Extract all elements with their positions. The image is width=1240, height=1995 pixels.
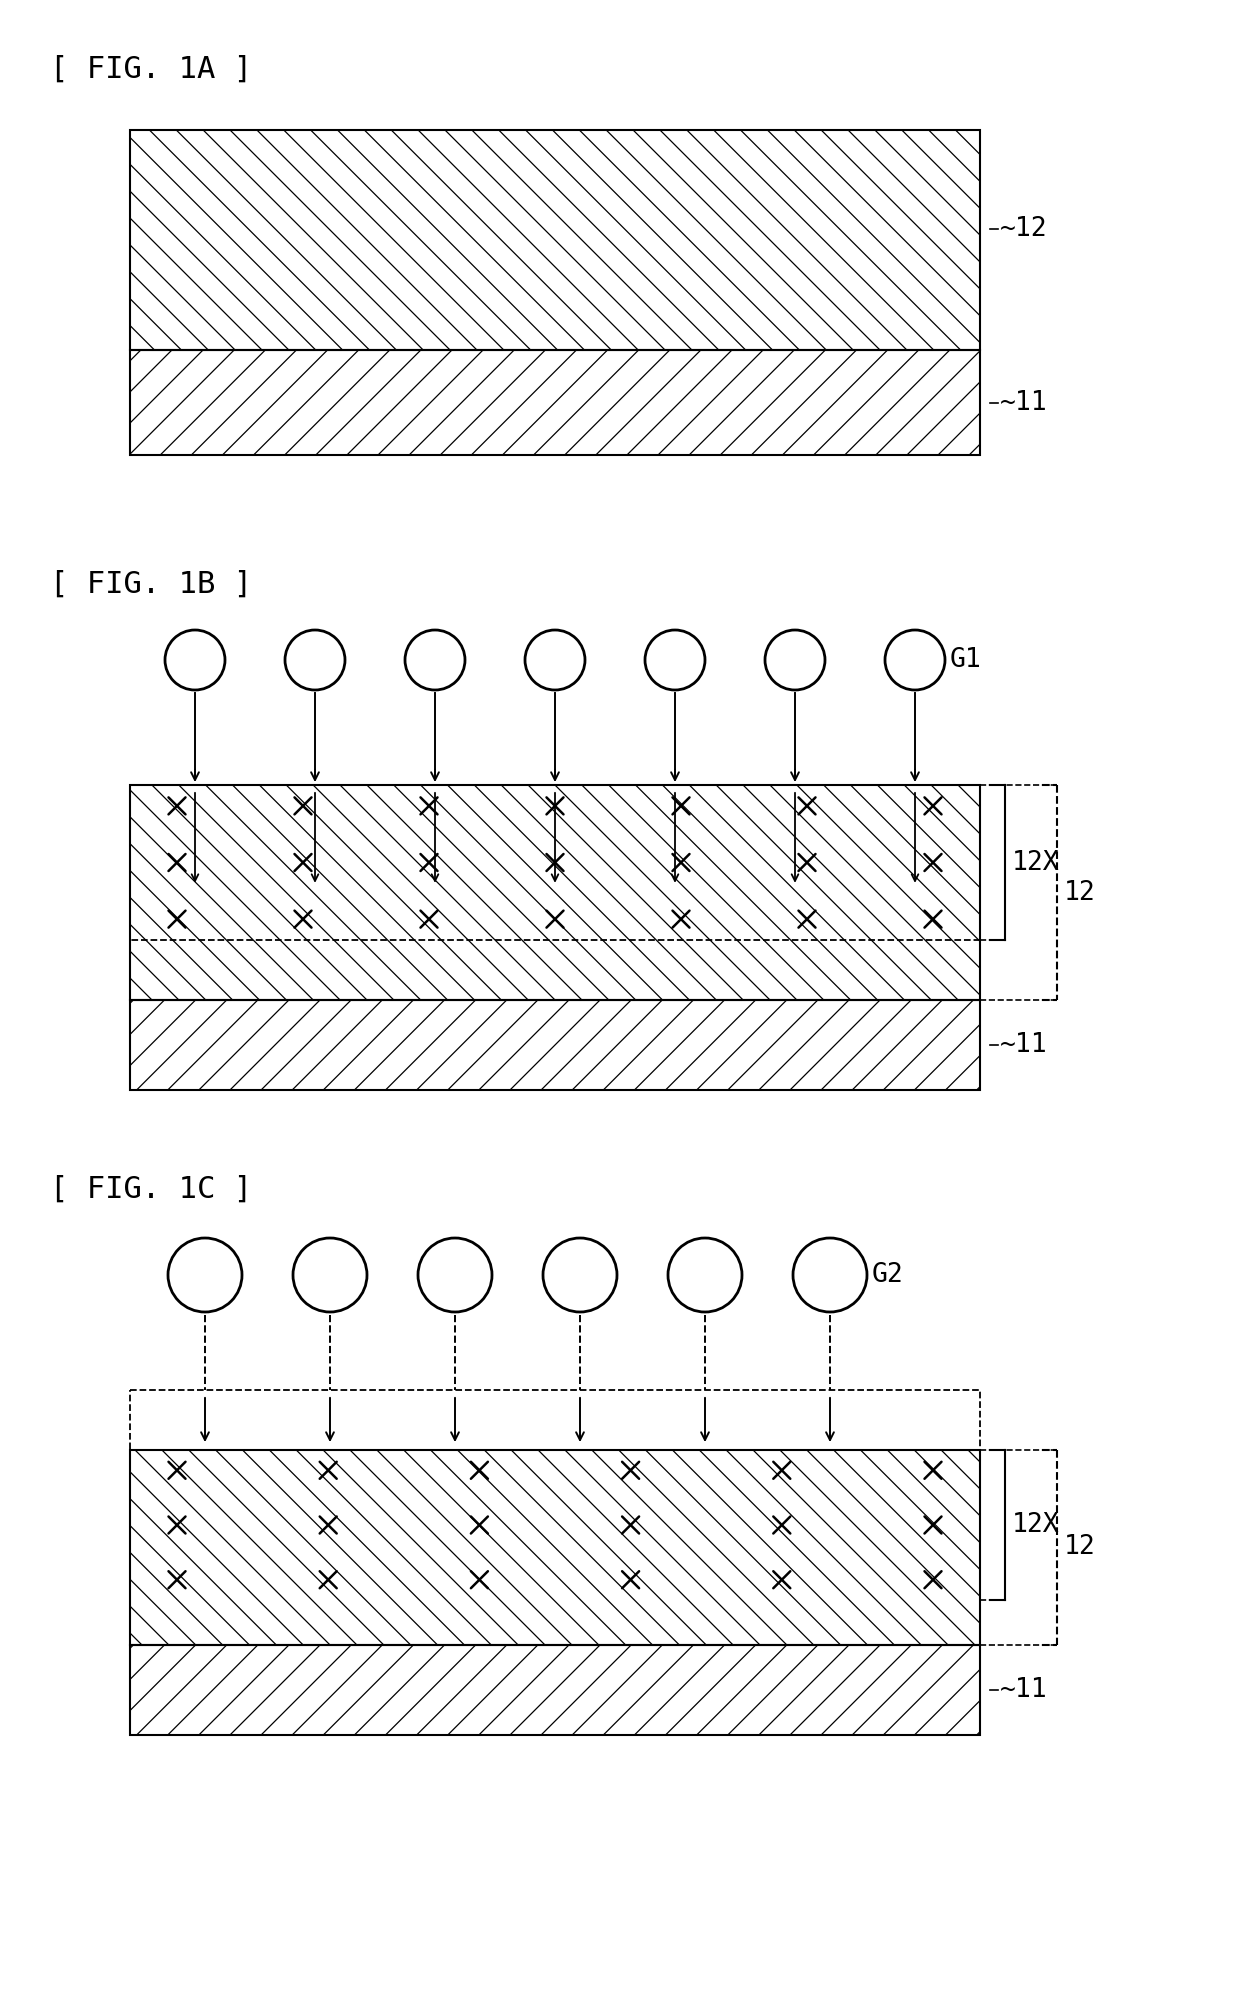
- Bar: [130, 349, 980, 455]
- Bar: [130, 1450, 980, 1646]
- Bar: [130, 784, 980, 999]
- Text: 12: 12: [1064, 880, 1096, 906]
- Bar: [130, 999, 980, 1089]
- Bar: [130, 999, 980, 1089]
- Bar: [130, 999, 980, 1089]
- Text: [ FIG. 1C ]: [ FIG. 1C ]: [50, 1175, 252, 1205]
- Text: ~11: ~11: [999, 389, 1048, 415]
- Text: [ FIG. 1B ]: [ FIG. 1B ]: [50, 571, 252, 598]
- Text: G2: G2: [872, 1263, 904, 1289]
- Text: ~11: ~11: [999, 1678, 1048, 1704]
- Bar: [130, 784, 980, 999]
- Bar: [130, 349, 980, 455]
- Bar: [130, 1450, 980, 1646]
- Text: ~12: ~12: [999, 215, 1048, 241]
- Bar: [130, 130, 980, 349]
- Bar: [130, 784, 980, 940]
- Text: ~11: ~11: [999, 1031, 1048, 1057]
- Text: 12X: 12X: [1012, 850, 1060, 876]
- Text: G1: G1: [950, 646, 982, 672]
- Bar: [130, 349, 980, 455]
- Bar: [130, 1646, 980, 1736]
- Bar: [130, 1646, 980, 1736]
- Bar: [130, 1450, 980, 1646]
- Bar: [130, 784, 980, 999]
- Bar: [130, 130, 980, 349]
- Bar: [130, 130, 980, 349]
- Text: [ FIG. 1A ]: [ FIG. 1A ]: [50, 56, 252, 84]
- Text: 12: 12: [1064, 1534, 1096, 1560]
- Bar: [130, 1391, 980, 1450]
- Bar: [130, 1646, 980, 1736]
- Text: 12X: 12X: [1012, 1512, 1060, 1538]
